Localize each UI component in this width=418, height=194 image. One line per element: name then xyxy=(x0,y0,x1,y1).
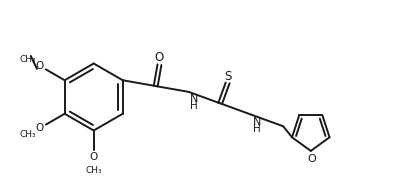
Text: O: O xyxy=(36,123,44,133)
Text: CH₃: CH₃ xyxy=(20,55,36,64)
Text: O: O xyxy=(155,51,164,64)
Text: CH₃: CH₃ xyxy=(20,130,36,139)
Text: O: O xyxy=(89,152,98,162)
Text: N: N xyxy=(252,117,261,127)
Text: S: S xyxy=(224,70,231,83)
Text: O: O xyxy=(307,154,316,164)
Text: CH₃: CH₃ xyxy=(85,166,102,175)
Text: H: H xyxy=(253,124,260,134)
Text: O: O xyxy=(36,61,44,71)
Text: H: H xyxy=(190,101,198,111)
Text: N: N xyxy=(189,94,198,104)
